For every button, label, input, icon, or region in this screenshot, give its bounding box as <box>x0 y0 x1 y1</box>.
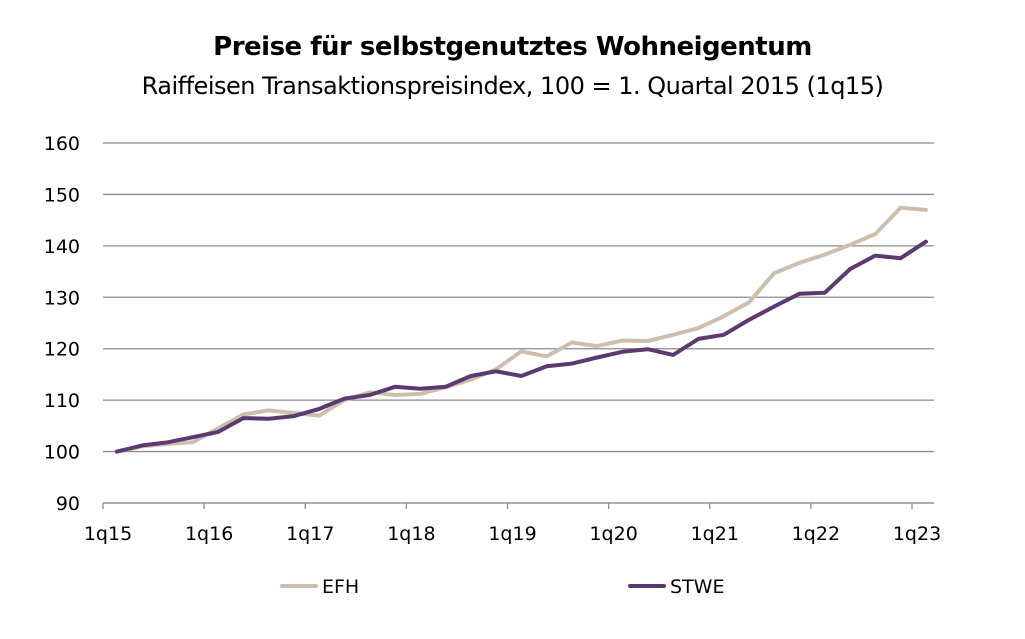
y-tick-label: 100 <box>44 442 80 464</box>
chart-title: Preise für selbstgenutztes Wohneigentum <box>213 32 812 62</box>
x-tick-label: 1q17 <box>286 523 334 545</box>
x-tick-label: 1q15 <box>84 523 132 545</box>
x-tick-label: 1q18 <box>387 523 435 545</box>
x-axis: 1q15 1q16 1q17 1q18 1q19 1q20 1q21 1q22 1q23 <box>84 502 941 545</box>
chart-subtitle: Raiffeisen Transaktionspreisindex, 100 =… <box>141 72 884 100</box>
series-line-stwe <box>114 239 928 454</box>
x-tick-label: 1q21 <box>691 523 739 545</box>
y-tick-label: 150 <box>44 184 80 206</box>
series-line-efh <box>114 205 928 454</box>
y-tick-label: 110 <box>44 390 80 412</box>
y-axis: 90 100 110 120 130 140 150 160 <box>44 133 80 515</box>
legend: EFH STWE <box>280 576 724 598</box>
x-tick-label: 1q19 <box>488 523 536 545</box>
x-tick-label: 1q16 <box>185 523 233 545</box>
y-tick-label: 90 <box>56 493 80 515</box>
x-tick-label: 1q23 <box>893 523 941 545</box>
y-tick-label: 130 <box>44 287 80 309</box>
gridlines <box>103 142 934 504</box>
legend-label-stwe: STWE <box>670 576 724 598</box>
y-tick-label: 160 <box>44 133 80 155</box>
x-tick-label: 1q22 <box>792 523 840 545</box>
y-tick-label: 140 <box>44 236 80 258</box>
x-tick-label: 1q20 <box>589 523 637 545</box>
legend-label-efh: EFH <box>322 576 359 598</box>
y-tick-label: 120 <box>44 339 80 361</box>
series-lines <box>114 205 928 454</box>
